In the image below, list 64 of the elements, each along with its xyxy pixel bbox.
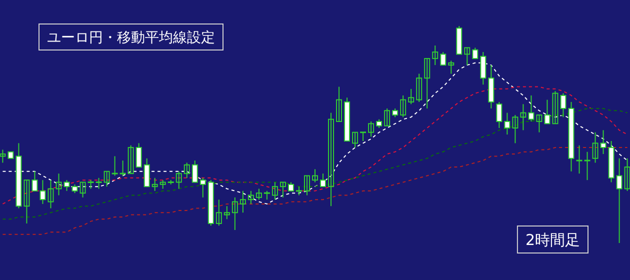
candlestick xyxy=(64,180,70,192)
candlestick xyxy=(576,144,584,174)
candlestick xyxy=(176,170,182,190)
candlestick xyxy=(472,47,478,60)
candlestick xyxy=(584,151,592,181)
candlestick xyxy=(320,173,326,188)
candlestick xyxy=(240,190,246,214)
candlestick xyxy=(312,168,318,183)
candlestick xyxy=(384,108,390,126)
candlestick xyxy=(200,177,206,198)
candlestick xyxy=(104,170,110,188)
candlestick xyxy=(520,104,526,131)
candlestick xyxy=(496,101,502,128)
candlestick xyxy=(416,73,422,102)
candlestick xyxy=(560,92,566,118)
candlestick xyxy=(95,177,103,190)
candlestick xyxy=(400,94,406,118)
candlestick xyxy=(512,114,518,144)
candlestick xyxy=(24,180,30,224)
candlestick xyxy=(119,160,127,176)
candlestick xyxy=(136,142,142,168)
candlestick xyxy=(40,180,46,204)
candlestick xyxy=(304,175,310,196)
candlestick xyxy=(272,182,278,200)
candlestick xyxy=(144,158,150,188)
candlestick xyxy=(48,180,54,209)
candlestick xyxy=(0,149,6,164)
candlestick xyxy=(359,132,367,142)
candlestick xyxy=(56,173,62,196)
candlestick xyxy=(192,160,198,183)
candlestick xyxy=(440,52,446,66)
candlestick xyxy=(256,188,262,200)
candlestick xyxy=(616,158,622,244)
candlestick xyxy=(528,94,534,122)
candlestick xyxy=(408,88,414,105)
candlestick xyxy=(128,144,134,174)
candlestick xyxy=(432,45,438,66)
candlestick xyxy=(424,58,430,109)
candlestick xyxy=(592,132,598,164)
candlestick xyxy=(80,182,86,198)
chart-title: ユーロ円・移動平均線設定 xyxy=(47,30,215,46)
candlestick xyxy=(32,170,38,192)
annotation: 2時間足 xyxy=(525,231,580,249)
candlestick xyxy=(544,99,550,124)
candlestick xyxy=(184,162,190,178)
candlestick xyxy=(336,86,342,122)
candlestick xyxy=(328,112,334,207)
candlestick xyxy=(232,196,238,230)
candlestick xyxy=(600,130,606,155)
candlestick xyxy=(152,177,158,192)
candlestick xyxy=(448,60,454,74)
candlestick xyxy=(216,199,222,226)
candlestick xyxy=(464,47,470,66)
candlestick xyxy=(224,206,230,220)
candlestick xyxy=(368,120,374,138)
candlestick xyxy=(536,114,542,133)
candlestick xyxy=(488,64,494,109)
candlestick xyxy=(280,182,286,198)
candlestick xyxy=(624,158,630,192)
candlestick xyxy=(552,90,558,124)
candlestick xyxy=(504,112,510,135)
candlestick xyxy=(352,132,358,148)
candlestick xyxy=(248,190,254,204)
candlestick xyxy=(111,156,119,176)
